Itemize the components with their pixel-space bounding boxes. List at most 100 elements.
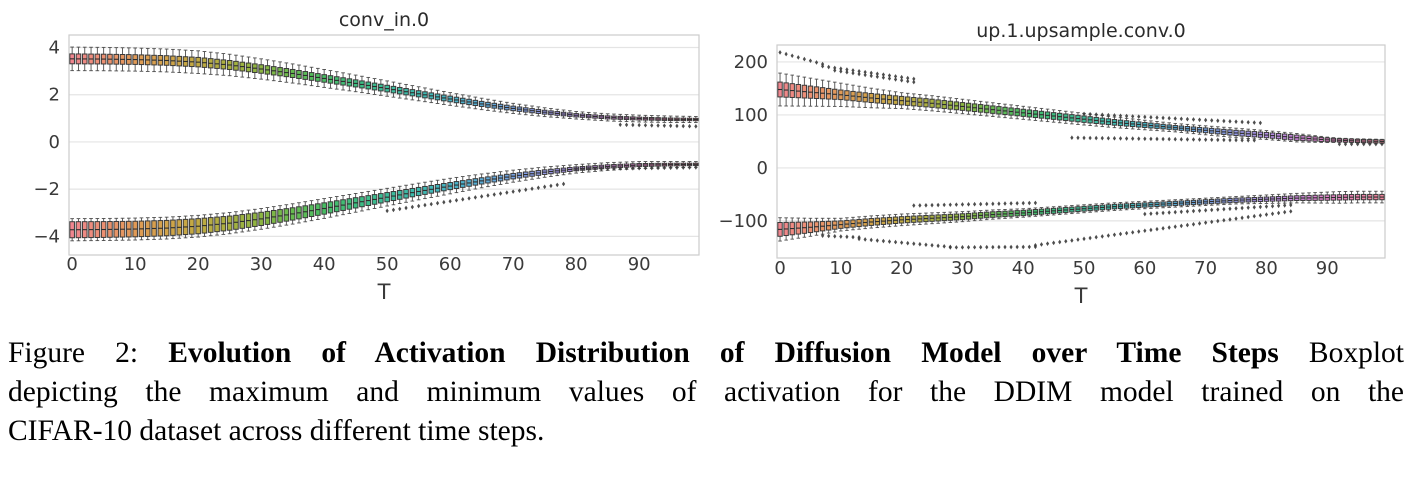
outlier-diamond bbox=[1210, 137, 1214, 143]
outlier-diamond bbox=[1015, 200, 1019, 206]
outlier-diamond bbox=[833, 68, 837, 73]
outlier-diamond bbox=[536, 185, 540, 191]
outlier-diamond bbox=[833, 233, 837, 239]
outlier-diamond bbox=[1216, 137, 1220, 143]
outlier-diamond bbox=[1210, 207, 1214, 213]
outlier-diamond bbox=[1252, 138, 1256, 143]
outlier-diamond bbox=[1131, 114, 1135, 119]
outlier-diamond bbox=[966, 244, 971, 250]
outlier-diamond bbox=[1173, 209, 1177, 215]
outlier-diamond bbox=[930, 202, 934, 208]
outlier-markers bbox=[778, 50, 1384, 250]
outlier-diamond bbox=[1131, 230, 1135, 235]
outlier-diamond bbox=[606, 166, 610, 171]
outlier-diamond bbox=[511, 189, 515, 194]
outlier-diamond bbox=[530, 186, 534, 192]
outlier-diamond bbox=[1143, 114, 1147, 120]
outlier-diamond bbox=[881, 238, 885, 244]
outlier-diamond bbox=[618, 166, 622, 171]
outlier-diamond bbox=[1197, 221, 1202, 226]
outlier-diamond bbox=[618, 122, 622, 127]
outlier-diamond bbox=[517, 188, 522, 193]
outlier-diamond bbox=[814, 60, 819, 65]
outlier-diamond bbox=[796, 55, 800, 60]
outlier-diamond bbox=[893, 239, 898, 245]
outlier-diamond bbox=[790, 53, 794, 59]
outlier-diamond bbox=[1027, 200, 1031, 206]
caption-line: Figure 2: Evolution of Activation Distri… bbox=[8, 334, 1404, 373]
outlier-diamond bbox=[1173, 136, 1177, 142]
outlier-diamond bbox=[624, 166, 629, 171]
outlier-diamond bbox=[1167, 136, 1171, 142]
outlier-diamond bbox=[1374, 141, 1378, 147]
outlier-diamond bbox=[839, 66, 843, 72]
outlier-diamond bbox=[930, 242, 934, 248]
outlier-diamond bbox=[675, 165, 679, 170]
outlier-diamond bbox=[637, 165, 641, 171]
outlier-diamond bbox=[912, 203, 916, 208]
outlier-diamond bbox=[1033, 200, 1037, 206]
outlier-diamond bbox=[918, 203, 922, 208]
outlier-diamond bbox=[1270, 211, 1275, 217]
outlier-diamond bbox=[1094, 234, 1098, 240]
outlier-diamond bbox=[498, 191, 503, 196]
outlier-diamond bbox=[1191, 117, 1196, 122]
outlier-diamond bbox=[1185, 137, 1189, 142]
outlier-diamond bbox=[1009, 201, 1013, 206]
outlier-diamond bbox=[1179, 137, 1183, 142]
outlier-diamond bbox=[900, 77, 904, 83]
outlier-diamond bbox=[936, 243, 940, 249]
outlier-diamond bbox=[1118, 231, 1123, 237]
outlier-diamond bbox=[1289, 202, 1293, 208]
outlier-diamond bbox=[973, 201, 977, 207]
outlier-diamond bbox=[1356, 141, 1360, 147]
outlier-diamond bbox=[398, 206, 402, 212]
outlier-diamond bbox=[857, 71, 861, 77]
x-axis-tick-label: 60 bbox=[439, 254, 462, 275]
outlier-diamond bbox=[1289, 209, 1293, 214]
outlier-diamond bbox=[973, 244, 977, 250]
outlier-diamond bbox=[1234, 206, 1238, 211]
outlier-diamond bbox=[839, 234, 843, 239]
outlier-diamond bbox=[1021, 200, 1025, 206]
outlier-diamond bbox=[454, 197, 459, 203]
outlier-diamond bbox=[991, 201, 995, 207]
outlier-diamond bbox=[1155, 136, 1159, 142]
boxplot-band-max-activation bbox=[777, 72, 1385, 145]
outlier-markers bbox=[385, 122, 698, 214]
outlier-diamond bbox=[1362, 141, 1366, 147]
outlier-diamond bbox=[985, 244, 989, 250]
y-axis-tick-label: 4 bbox=[49, 38, 60, 59]
outlier-diamond bbox=[912, 241, 916, 246]
outlier-diamond bbox=[1197, 117, 1202, 123]
outlier-diamond bbox=[1349, 141, 1354, 147]
outlier-diamond bbox=[480, 194, 484, 199]
outlier-diamond bbox=[857, 236, 861, 242]
outlier-diamond bbox=[1149, 227, 1153, 233]
outlier-diamond bbox=[906, 78, 910, 84]
outlier-diamond bbox=[1003, 201, 1007, 206]
outlier-diamond bbox=[1277, 210, 1281, 216]
outlier-diamond bbox=[1155, 115, 1159, 120]
outlier-diamond bbox=[580, 166, 585, 172]
outlier-diamond bbox=[942, 202, 946, 208]
outlier-diamond bbox=[1118, 113, 1123, 119]
x-axis-tick-label: 30 bbox=[250, 254, 273, 275]
outlier-diamond bbox=[991, 244, 995, 250]
x-axis-tick-label: 10 bbox=[124, 254, 147, 275]
outlier-diamond bbox=[461, 197, 465, 202]
outlier-diamond bbox=[1082, 111, 1086, 117]
outlier-diamond bbox=[467, 196, 471, 201]
outlier-diamond bbox=[587, 166, 591, 172]
outlier-diamond bbox=[631, 165, 635, 171]
caption-text: CIFAR-10 dataset across different time s… bbox=[8, 415, 545, 447]
outlier-diamond bbox=[900, 74, 904, 80]
outlier-diamond bbox=[1167, 115, 1171, 121]
x-axis-tick-label: 40 bbox=[313, 254, 336, 275]
outlier-diamond bbox=[492, 192, 496, 197]
outlier-diamond bbox=[543, 184, 547, 190]
outlier-diamond bbox=[1368, 141, 1372, 147]
outlier-diamond bbox=[784, 51, 788, 57]
